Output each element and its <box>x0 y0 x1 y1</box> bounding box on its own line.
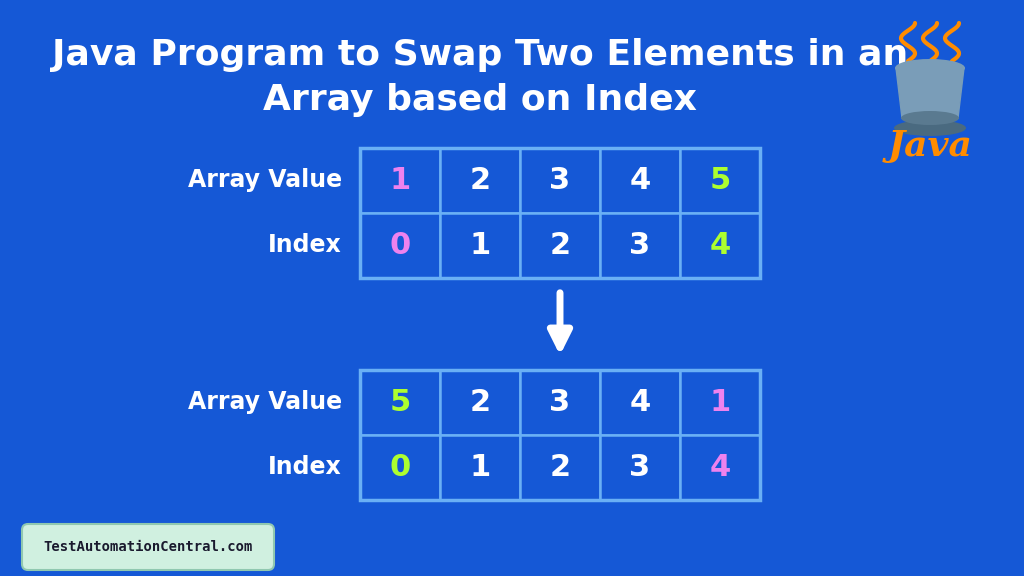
Bar <box>360 370 760 500</box>
Bar <box>520 435 600 500</box>
Bar <box>360 213 440 278</box>
Polygon shape <box>896 68 964 118</box>
Bar <box>440 435 520 500</box>
Text: 3: 3 <box>630 231 650 260</box>
Bar <box>360 435 440 500</box>
Bar <box>600 148 680 213</box>
Bar <box>680 435 760 500</box>
Text: 1: 1 <box>710 388 731 417</box>
Text: Index: Index <box>268 233 342 257</box>
Text: 1: 1 <box>469 231 490 260</box>
Ellipse shape <box>895 59 965 77</box>
Bar <box>520 370 600 435</box>
Ellipse shape <box>894 120 966 136</box>
Text: Array Value: Array Value <box>187 391 342 415</box>
Text: 1: 1 <box>389 166 411 195</box>
Text: Index: Index <box>268 456 342 479</box>
Text: 5: 5 <box>710 166 731 195</box>
Text: TestAutomationCentral.com: TestAutomationCentral.com <box>43 540 253 554</box>
Text: 4: 4 <box>630 388 650 417</box>
Text: Java: Java <box>888 129 973 163</box>
Bar <box>440 148 520 213</box>
Text: 4: 4 <box>710 453 731 482</box>
Text: 2: 2 <box>469 166 490 195</box>
Text: 3: 3 <box>550 388 570 417</box>
Ellipse shape <box>901 111 959 125</box>
Text: 4: 4 <box>630 166 650 195</box>
Text: 5: 5 <box>389 388 411 417</box>
FancyBboxPatch shape <box>22 524 274 570</box>
Bar <box>600 435 680 500</box>
Text: 2: 2 <box>550 231 570 260</box>
Text: 2: 2 <box>469 388 490 417</box>
Bar <box>680 370 760 435</box>
Bar <box>680 148 760 213</box>
Text: 3: 3 <box>630 453 650 482</box>
Bar <box>360 148 440 213</box>
Bar <box>360 370 440 435</box>
Bar <box>520 213 600 278</box>
Bar <box>360 148 760 278</box>
Text: 0: 0 <box>389 453 411 482</box>
Text: 2: 2 <box>550 453 570 482</box>
Bar <box>520 148 600 213</box>
Text: Array based on Index: Array based on Index <box>263 83 697 117</box>
Text: 0: 0 <box>389 231 411 260</box>
Bar <box>600 370 680 435</box>
Bar <box>680 213 760 278</box>
Bar <box>440 370 520 435</box>
Text: Array Value: Array Value <box>187 169 342 192</box>
Bar <box>600 213 680 278</box>
Bar <box>440 213 520 278</box>
Text: Java Program to Swap Two Elements in an: Java Program to Swap Two Elements in an <box>52 38 908 72</box>
Text: 3: 3 <box>550 166 570 195</box>
Text: 4: 4 <box>710 231 731 260</box>
Text: 1: 1 <box>469 453 490 482</box>
